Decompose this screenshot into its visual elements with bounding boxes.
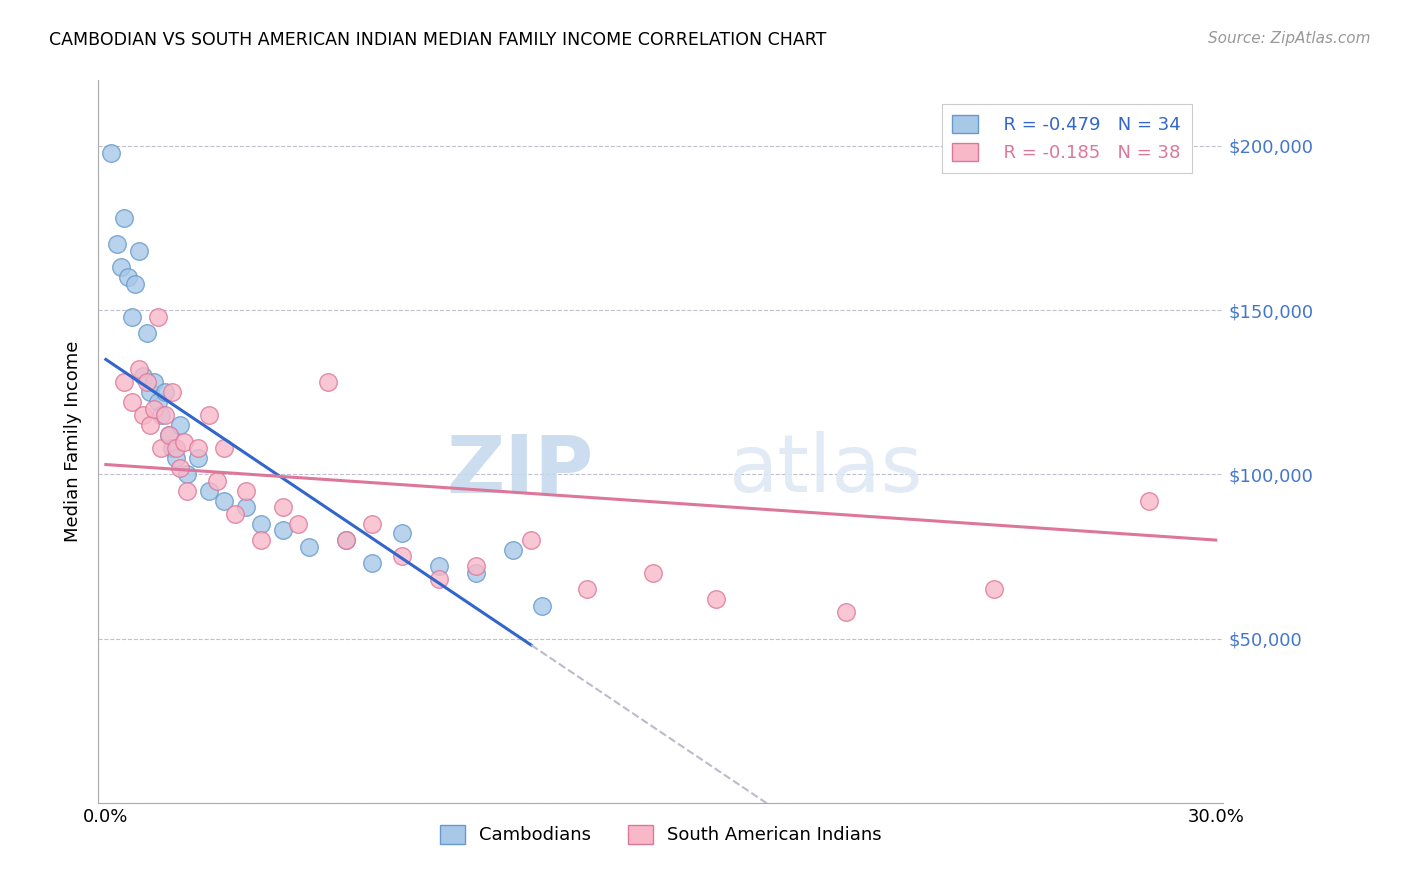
Point bbox=[427, 573, 450, 587]
Point bbox=[643, 566, 665, 580]
Point bbox=[165, 441, 187, 455]
Text: atlas: atlas bbox=[728, 432, 922, 509]
Point bbox=[139, 385, 162, 400]
Point bbox=[150, 409, 173, 423]
Point bbox=[287, 516, 309, 531]
Point bbox=[198, 483, 221, 498]
Point bbox=[142, 376, 165, 390]
Point bbox=[273, 523, 295, 537]
Point bbox=[502, 542, 524, 557]
Point bbox=[212, 441, 235, 455]
Point bbox=[110, 260, 132, 275]
Point bbox=[153, 409, 176, 423]
Point bbox=[165, 450, 187, 465]
Point bbox=[121, 310, 143, 324]
Point bbox=[835, 605, 858, 619]
Point bbox=[153, 385, 176, 400]
Point bbox=[162, 441, 184, 455]
Point bbox=[124, 277, 146, 291]
Point bbox=[132, 409, 155, 423]
Point bbox=[224, 507, 246, 521]
Point bbox=[187, 450, 209, 465]
Point bbox=[100, 145, 122, 160]
Point bbox=[235, 483, 257, 498]
Point bbox=[105, 237, 128, 252]
Point bbox=[162, 385, 184, 400]
Point bbox=[335, 533, 357, 547]
Text: CAMBODIAN VS SOUTH AMERICAN INDIAN MEDIAN FAMILY INCOME CORRELATION CHART: CAMBODIAN VS SOUTH AMERICAN INDIAN MEDIA… bbox=[49, 31, 827, 49]
Point bbox=[427, 559, 450, 574]
Point bbox=[169, 418, 191, 433]
Point bbox=[117, 270, 139, 285]
Point bbox=[132, 368, 155, 383]
Point bbox=[128, 362, 150, 376]
Point bbox=[250, 516, 273, 531]
Point bbox=[531, 599, 554, 613]
Point bbox=[157, 428, 180, 442]
Point bbox=[146, 395, 169, 409]
Point bbox=[146, 310, 169, 324]
Text: Source: ZipAtlas.com: Source: ZipAtlas.com bbox=[1208, 31, 1371, 46]
Point bbox=[142, 401, 165, 416]
Point bbox=[335, 533, 357, 547]
Point bbox=[575, 582, 598, 597]
Point bbox=[157, 428, 180, 442]
Point bbox=[361, 516, 384, 531]
Point bbox=[173, 434, 195, 449]
Text: ZIP: ZIP bbox=[446, 432, 593, 509]
Point bbox=[704, 592, 727, 607]
Legend: Cambodians, South American Indians: Cambodians, South American Indians bbox=[433, 818, 889, 852]
Point bbox=[187, 441, 209, 455]
Point bbox=[235, 500, 257, 515]
Point bbox=[273, 500, 295, 515]
Point bbox=[112, 376, 135, 390]
Point bbox=[1137, 493, 1160, 508]
Point bbox=[391, 526, 413, 541]
Point bbox=[139, 418, 162, 433]
Point bbox=[205, 474, 228, 488]
Point bbox=[361, 556, 384, 570]
Point bbox=[112, 211, 135, 226]
Point bbox=[150, 441, 173, 455]
Point bbox=[212, 493, 235, 508]
Point bbox=[316, 376, 339, 390]
Point bbox=[464, 566, 486, 580]
Point bbox=[464, 559, 486, 574]
Point bbox=[391, 549, 413, 564]
Point bbox=[176, 483, 198, 498]
Point bbox=[298, 540, 321, 554]
Point bbox=[121, 395, 143, 409]
Point bbox=[198, 409, 221, 423]
Point bbox=[128, 244, 150, 258]
Point bbox=[169, 460, 191, 475]
Point bbox=[135, 376, 157, 390]
Y-axis label: Median Family Income: Median Family Income bbox=[65, 341, 83, 542]
Point bbox=[176, 467, 198, 482]
Point bbox=[983, 582, 1005, 597]
Point bbox=[250, 533, 273, 547]
Point bbox=[520, 533, 543, 547]
Point bbox=[135, 326, 157, 341]
